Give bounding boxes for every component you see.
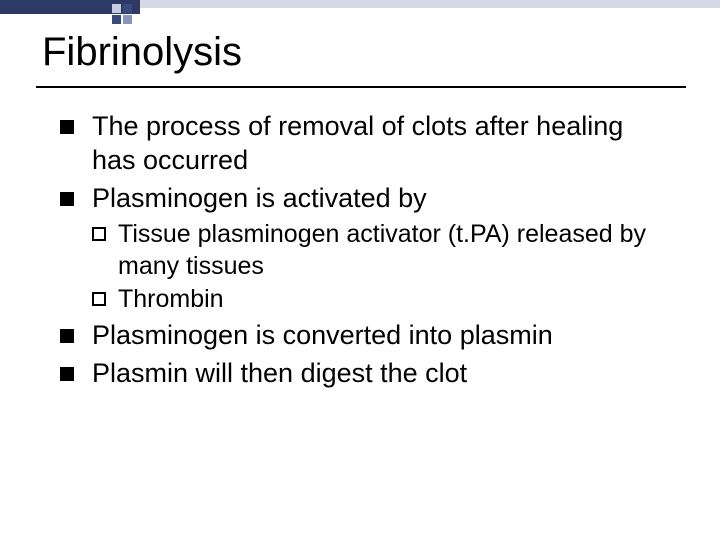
decorative-top-bar	[0, 0, 720, 14]
hollow-square-bullet-icon	[92, 292, 106, 306]
bullet-level2: Tissue plasminogen activator (t.PA) rele…	[92, 219, 670, 282]
bullet-text: Plasminogen is activated by	[92, 182, 427, 216]
title-underline	[36, 86, 686, 88]
square-bullet-icon	[60, 192, 74, 206]
slide-body: The process of removal of clots after he…	[60, 110, 670, 395]
decorative-square	[112, 15, 121, 24]
decorative-square	[123, 15, 132, 24]
decorative-light-strip	[140, 0, 720, 8]
bullet-level2: Thrombin	[92, 284, 670, 315]
bullet-level1: Plasmin will then digest the clot	[60, 357, 670, 391]
decorative-square	[112, 4, 121, 13]
bullet-level1: The process of removal of clots after he…	[60, 110, 670, 178]
bullet-text: Thrombin	[118, 284, 224, 315]
square-bullet-icon	[60, 329, 74, 343]
decorative-squares	[112, 4, 132, 24]
square-bullet-icon	[60, 120, 74, 134]
hollow-square-bullet-icon	[92, 227, 106, 241]
slide-title: Fibrinolysis	[42, 30, 242, 75]
bullet-text: Tissue plasminogen activator (t.PA) rele…	[118, 219, 670, 282]
bullet-text: Plasmin will then digest the clot	[92, 357, 467, 391]
square-bullet-icon	[60, 367, 74, 381]
bullet-text: The process of removal of clots after he…	[92, 110, 670, 178]
decorative-square	[123, 4, 132, 13]
bullet-text: Plasminogen is converted into plasmin	[92, 319, 553, 353]
bullet-level1: Plasminogen is activated by	[60, 182, 670, 216]
bullet-level1: Plasminogen is converted into plasmin	[60, 319, 670, 353]
